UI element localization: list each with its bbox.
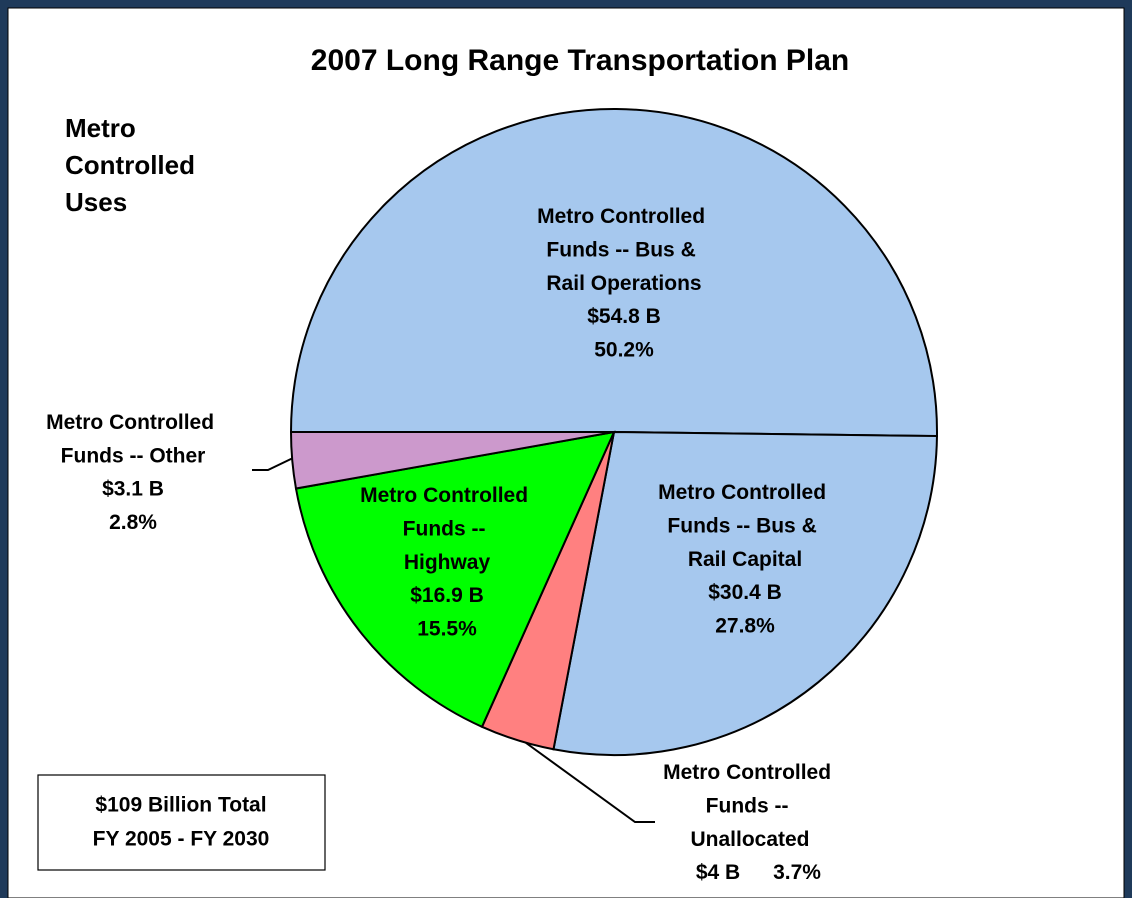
slice-label: Metro Controlled Funds -- Other (46, 411, 220, 468)
slice-percent: 50.2% (594, 339, 654, 362)
slice-amount: $54.8 B (587, 305, 661, 328)
slice-label: Metro Controlled Funds -- Bus & Rail Ope… (537, 205, 711, 295)
slice-amount: $4 B (696, 861, 740, 884)
slice-amount: $3.1 B (102, 478, 164, 501)
slice-amount: $30.4 B (708, 581, 782, 604)
total-text: $109 Billion Total (95, 794, 266, 817)
slice-percent: 3.7% (773, 861, 821, 884)
pie-slice (552, 430, 938, 756)
total-box (37, 774, 326, 871)
slice-label: Metro Controlled Funds -- Unallocated (663, 761, 837, 851)
slice-percent: 2.8% (109, 511, 157, 534)
chart-title: 2007 Long Range Transportation Plan (311, 44, 849, 77)
leader-line (521, 739, 655, 823)
slice-label: Metro Controlled Funds -- Highway (360, 484, 534, 574)
leader-line (252, 457, 294, 471)
total-text: FY 2005 - FY 2030 (93, 828, 270, 851)
subtitle: Metro Controlled Uses (65, 113, 202, 217)
slice-percent: 15.5% (417, 618, 477, 641)
pie-slice (289, 108, 938, 438)
pie-slice (294, 430, 616, 729)
pie-slice (289, 431, 615, 490)
slice-label: Metro Controlled Funds -- Bus & Rail Cap… (658, 481, 832, 571)
slice-percent: 27.8% (715, 615, 775, 638)
slice-amount: $16.9 B (410, 584, 484, 607)
